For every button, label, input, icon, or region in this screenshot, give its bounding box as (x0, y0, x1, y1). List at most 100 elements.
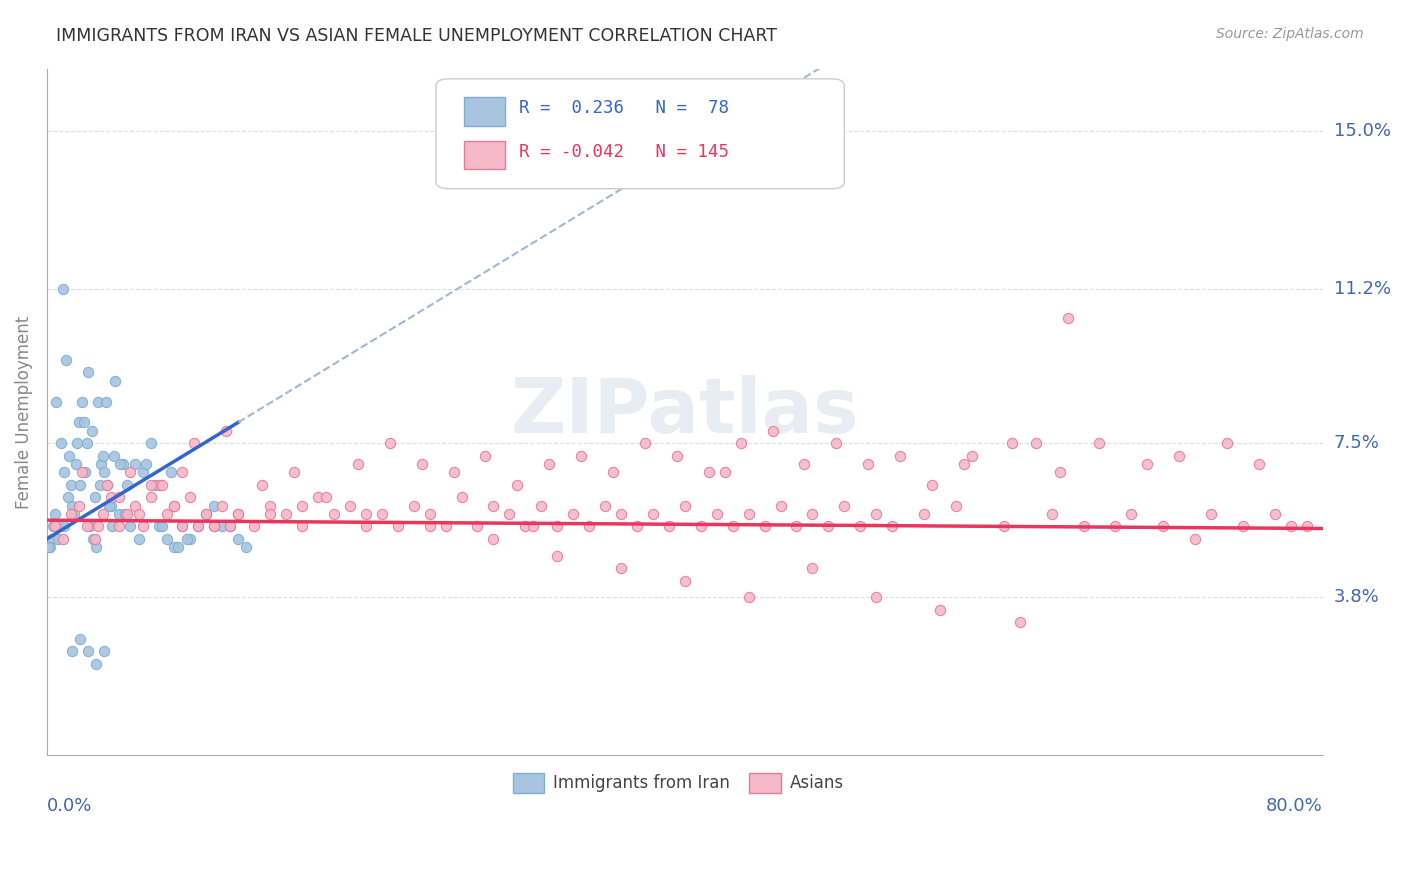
Point (148, 519, 170, 533)
Point (849, 519, 872, 533)
Point (118, 519, 141, 533)
Point (39, 540, 62, 554)
Point (226, 507, 249, 521)
Point (58, 449, 80, 463)
Point (91, 507, 114, 521)
Point (219, 519, 242, 533)
Point (90, 457, 112, 471)
Point (1001, 436, 1024, 450)
Point (84, 657, 107, 671)
Point (114, 507, 136, 521)
Point (176, 532, 198, 546)
Point (737, 507, 759, 521)
Point (211, 499, 233, 513)
Text: 3.8%: 3.8% (1334, 588, 1379, 607)
Text: 80.0%: 80.0% (1265, 797, 1323, 814)
Point (96, 477, 118, 491)
Point (179, 490, 201, 504)
Point (59, 507, 82, 521)
Point (53, 465, 76, 479)
Point (67, 499, 90, 513)
Point (697, 465, 720, 479)
Text: Immigrants from Iran: Immigrants from Iran (554, 774, 730, 792)
Point (578, 519, 600, 533)
Point (673, 574, 696, 588)
Point (79, 519, 101, 533)
Point (785, 519, 807, 533)
Point (172, 519, 194, 533)
Point (110, 457, 132, 471)
Point (538, 457, 561, 471)
Point (689, 519, 711, 533)
Point (419, 519, 441, 533)
Point (801, 507, 824, 521)
Point (112, 457, 135, 471)
Point (291, 519, 314, 533)
Point (128, 532, 150, 546)
Point (104, 374, 127, 388)
Point (713, 465, 735, 479)
Point (1049, 465, 1071, 479)
Point (1279, 519, 1302, 533)
Point (1152, 519, 1174, 533)
Point (1056, 311, 1078, 326)
Point (610, 561, 633, 575)
Point (37, 540, 59, 554)
Point (882, 519, 904, 533)
Point (124, 457, 146, 471)
Point (482, 532, 505, 546)
Point (214, 424, 236, 438)
Point (52, 519, 75, 533)
Point (87, 394, 110, 409)
Text: ZIPatlas: ZIPatlas (510, 375, 859, 449)
Point (706, 507, 728, 521)
Point (44, 519, 66, 533)
Point (323, 507, 346, 521)
Point (131, 519, 153, 533)
Point (187, 519, 209, 533)
Point (593, 499, 616, 513)
Point (226, 507, 249, 521)
Point (283, 465, 305, 479)
Point (865, 590, 887, 604)
Point (83, 490, 105, 504)
Point (179, 532, 201, 546)
Point (339, 499, 361, 513)
Point (769, 499, 792, 513)
Point (150, 477, 173, 491)
Point (754, 519, 776, 533)
Point (1168, 449, 1191, 463)
Point (150, 519, 173, 533)
Point (93, 465, 115, 479)
Point (103, 449, 125, 463)
Point (226, 532, 249, 546)
Point (530, 499, 553, 513)
Point (60, 644, 83, 658)
Point (730, 436, 752, 450)
Point (1232, 519, 1254, 533)
Point (921, 477, 943, 491)
Point (665, 449, 688, 463)
Point (51, 436, 73, 450)
Point (107, 519, 129, 533)
Point (834, 499, 856, 513)
Point (1184, 532, 1206, 546)
Point (59, 477, 82, 491)
Point (148, 477, 170, 491)
Point (1247, 457, 1270, 471)
Point (155, 532, 177, 546)
Point (100, 490, 122, 504)
Point (91, 449, 114, 463)
Point (67, 415, 90, 429)
Text: 15.0%: 15.0% (1334, 122, 1391, 140)
Bar (464, 96, 505, 126)
Point (70, 394, 93, 409)
Y-axis label: Female Unemployment: Female Unemployment (15, 315, 32, 508)
Point (929, 602, 952, 616)
Point (163, 499, 186, 513)
Point (60, 499, 83, 513)
Point (52, 532, 75, 546)
Point (42, 519, 65, 533)
Point (354, 507, 377, 521)
Text: R =  0.236   N =  78: R = 0.236 N = 78 (519, 99, 728, 117)
